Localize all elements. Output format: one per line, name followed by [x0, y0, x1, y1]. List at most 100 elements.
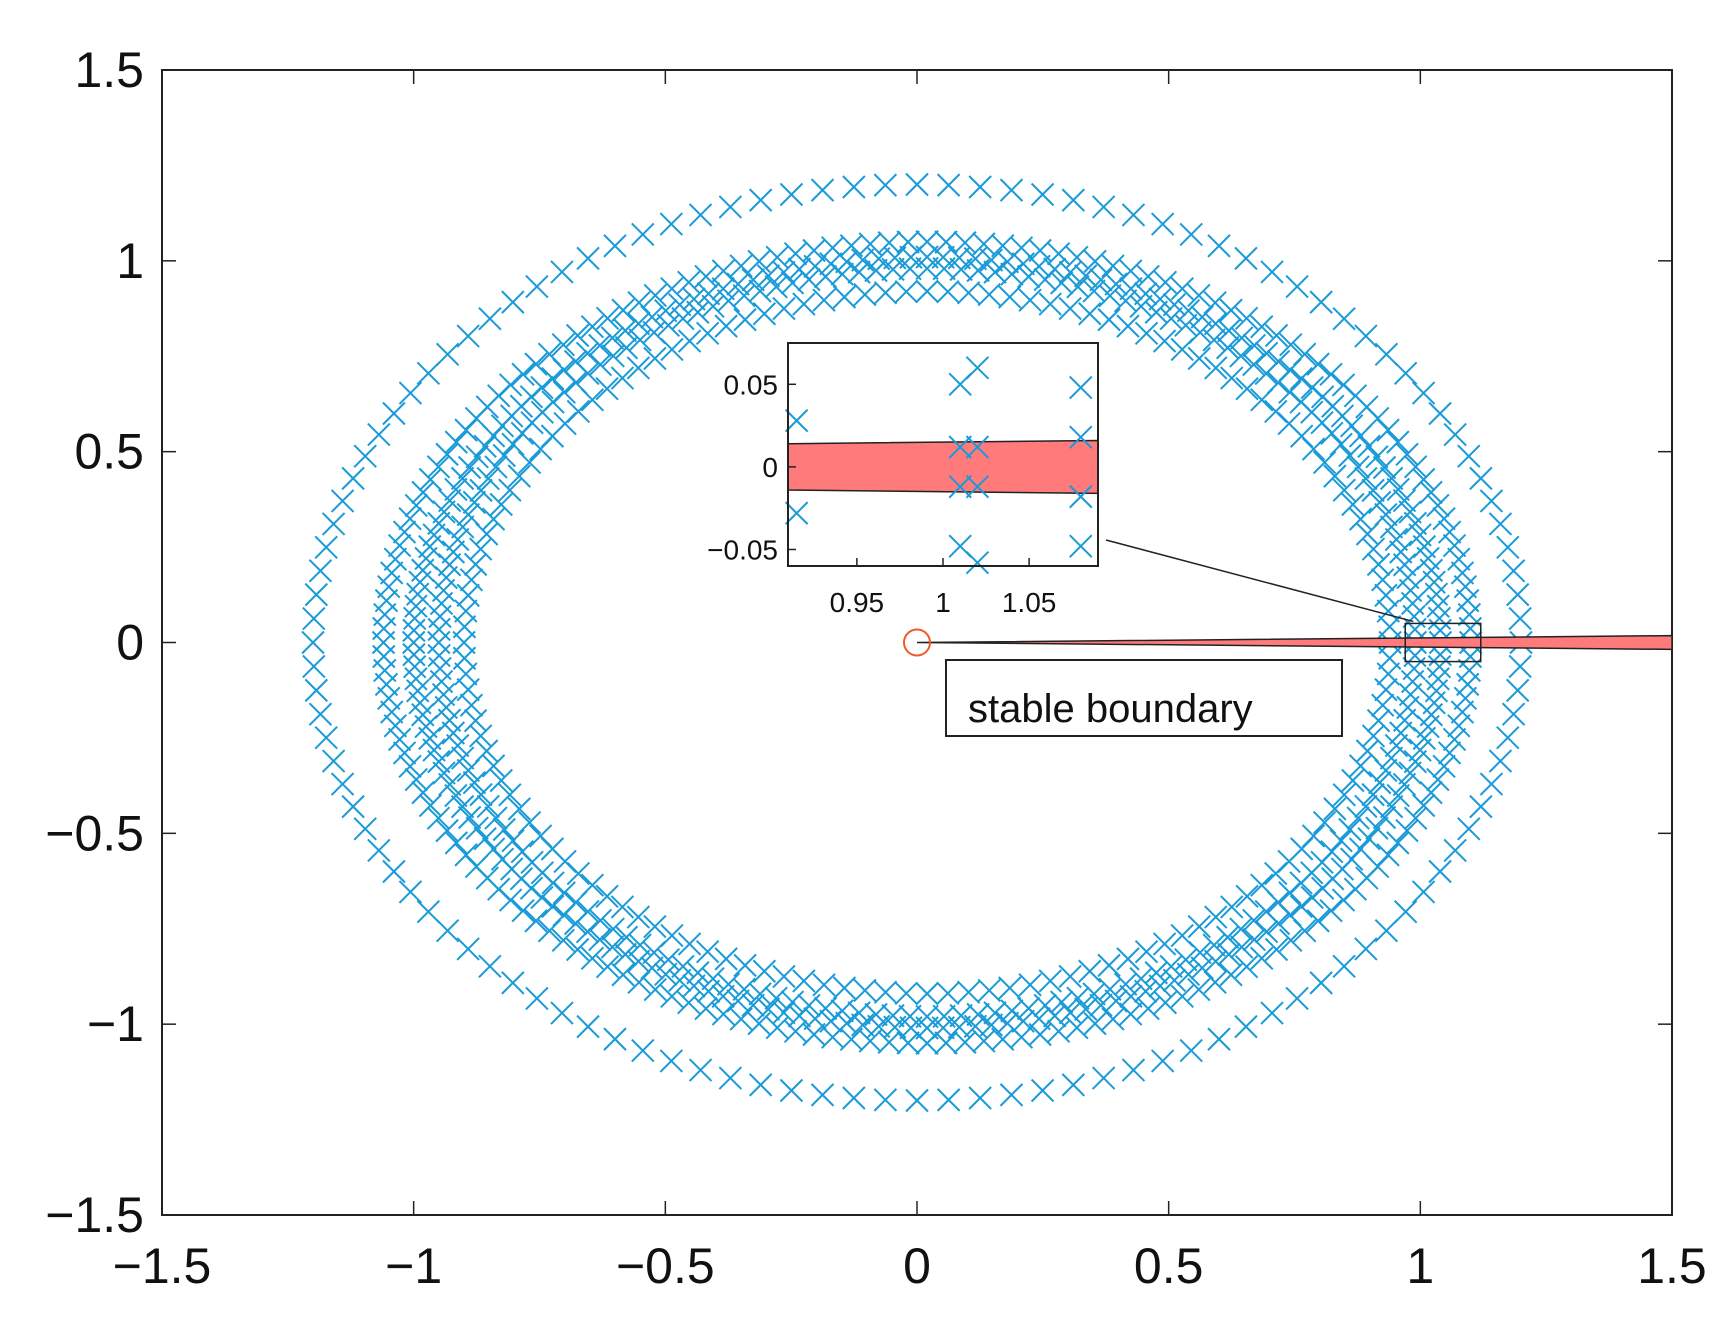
- inset-data-point-stroke: [1069, 484, 1093, 509]
- data-point: [401, 630, 426, 655]
- data-point-stroke: [1144, 961, 1168, 985]
- data-point-stroke: [748, 279, 772, 303]
- data-point: [404, 493, 428, 518]
- data-point-stroke: [474, 522, 499, 546]
- data-point: [671, 306, 695, 331]
- data-point-stroke: [858, 1029, 882, 1053]
- data-point-stroke: [314, 726, 338, 750]
- data-point-stroke: [1365, 445, 1389, 469]
- data-point: [1442, 727, 1467, 752]
- data-point-stroke: [1416, 546, 1440, 571]
- inset-data-point-stroke: [948, 534, 972, 558]
- data-point-stroke: [1278, 380, 1302, 404]
- inset-data-point-stroke: [948, 475, 972, 499]
- data-point: [595, 955, 620, 979]
- data-point: [812, 973, 836, 997]
- data-point: [839, 1027, 864, 1052]
- data-point: [600, 326, 625, 350]
- data-point-stroke: [498, 478, 522, 502]
- data-point-stroke: [999, 178, 1024, 202]
- data-point-stroke: [1242, 352, 1266, 377]
- data-point-stroke: [1488, 749, 1513, 773]
- inset-data-point: [965, 550, 990, 575]
- data-point: [797, 267, 821, 292]
- data-point: [1264, 937, 1289, 962]
- data-point-stroke: [772, 296, 796, 321]
- data-point: [839, 233, 864, 258]
- data-point: [456, 324, 480, 348]
- data-point-stroke: [1179, 222, 1203, 247]
- data-point: [1278, 380, 1302, 404]
- data-point: [468, 724, 493, 748]
- data-point: [1357, 434, 1381, 458]
- data-point: [565, 323, 590, 348]
- data-point-stroke: [552, 881, 576, 905]
- data-point-stroke: [446, 733, 470, 758]
- data-point: [1403, 643, 1427, 668]
- data-point-stroke: [404, 493, 428, 518]
- data-point-stroke: [752, 302, 777, 326]
- data-point-stroke: [1355, 739, 1380, 763]
- data-point-stroke: [1428, 401, 1452, 426]
- data-point-stroke: [435, 442, 459, 467]
- data-point-stroke: [427, 630, 451, 655]
- data-point: [1229, 917, 1253, 941]
- data-point-stroke: [1348, 507, 1373, 531]
- data-point: [588, 333, 612, 358]
- data-point-stroke: [1038, 292, 1062, 316]
- data-point-stroke: [481, 424, 506, 448]
- data-point-stroke: [1083, 1011, 1107, 1036]
- y-tick-label: −0.5: [45, 805, 144, 861]
- data-point-stroke: [682, 287, 706, 311]
- data-point-stroke: [402, 618, 426, 643]
- data-point-stroke: [915, 981, 939, 1006]
- data-point-stroke: [601, 344, 625, 368]
- data-point-stroke: [977, 978, 1001, 1003]
- data-point: [1386, 831, 1410, 855]
- data-point-stroke: [628, 328, 652, 352]
- data-point: [1152, 932, 1177, 956]
- data-point: [1118, 259, 1143, 283]
- data-point-stroke: [1104, 272, 1128, 296]
- data-point-stroke: [695, 321, 720, 346]
- data-point-stroke: [631, 222, 655, 247]
- data-point-stroke: [1457, 602, 1482, 627]
- data-point-stroke: [1368, 490, 1392, 515]
- data-point: [1250, 388, 1274, 412]
- data-point-stroke: [1501, 559, 1526, 583]
- data-point-stroke: [765, 245, 789, 269]
- data-point-stroke: [714, 947, 738, 971]
- data-point-stroke: [1118, 1002, 1143, 1026]
- data-point: [498, 888, 523, 912]
- data-point: [402, 606, 427, 631]
- data-point: [1030, 182, 1055, 207]
- data-point: [1220, 366, 1244, 390]
- data-point-stroke: [408, 691, 432, 715]
- data-point-stroke: [601, 917, 625, 941]
- data-point: [1159, 954, 1183, 979]
- data-point-stroke: [611, 298, 635, 322]
- data-point: [468, 537, 493, 561]
- data-point-stroke: [1215, 336, 1240, 360]
- data-point: [972, 1029, 996, 1053]
- data-point-stroke: [1038, 969, 1062, 993]
- data-point-stroke: [451, 746, 475, 770]
- data-point-stroke: [1030, 1078, 1055, 1103]
- data-point: [1038, 969, 1062, 993]
- data-point: [525, 274, 549, 299]
- data-point-stroke: [1098, 977, 1122, 1002]
- data-point: [772, 296, 796, 321]
- data-point: [1260, 1001, 1284, 1025]
- x-tick-label: 0.5: [1134, 1238, 1204, 1294]
- data-point-stroke: [1396, 565, 1420, 590]
- data-point: [1389, 540, 1413, 564]
- data-point: [1121, 1058, 1146, 1082]
- data-point: [595, 306, 620, 330]
- data-point-stroke: [1176, 962, 1201, 987]
- data-point-stroke: [1285, 274, 1309, 299]
- inset-data-point: [965, 475, 990, 499]
- data-point-stroke: [444, 477, 468, 502]
- inset-data-point: [1069, 534, 1093, 558]
- data-point: [565, 937, 590, 962]
- data-point-stroke: [1204, 356, 1228, 380]
